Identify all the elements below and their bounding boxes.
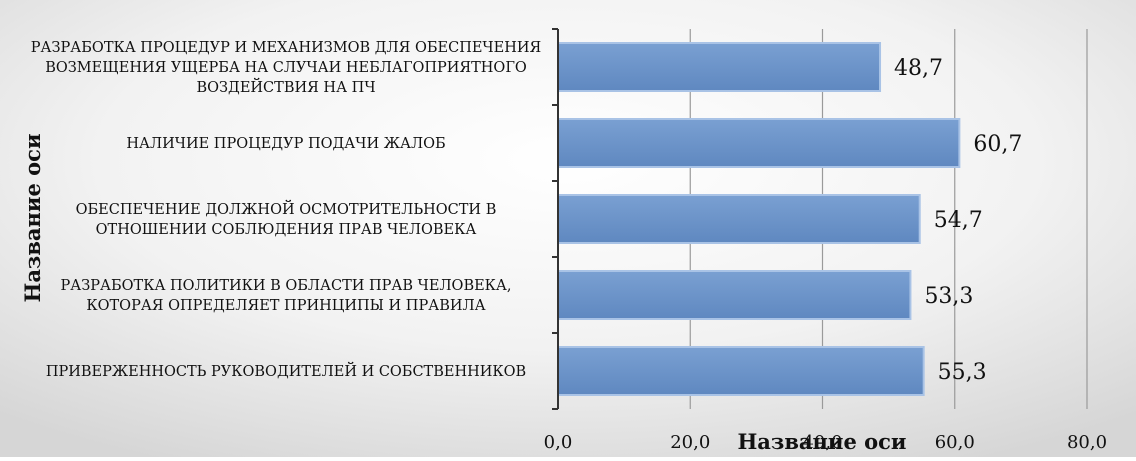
x-tick-label: 40,0 [802,432,842,453]
bar [557,194,921,244]
bar [557,346,925,396]
bar [557,42,882,92]
y-axis-title: Название оси [20,133,45,302]
x-tick-label: 60,0 [935,432,975,453]
category-label-line: ПРИВЕРЖЕННОСТЬ РУКОВОДИТЕЛЕЙ И СОБСТВЕНН… [46,361,526,380]
data-label: 55,3 [938,360,987,385]
category-label: ОБЕСПЕЧЕНИЕ ДОЛЖНОЙ ОСМОТРИТЕЛЬНОСТИ В ОТ… [76,199,497,238]
data-label: 48,7 [894,56,943,81]
category-label-line: ВОЗДЕЙСТВИЯ НА ПЧ [196,77,375,96]
category-label: НАЛИЧИЕ ПРОЦЕДУР ПОДАЧИ ЖАЛОБ [126,136,445,152]
x-tick-label: 20,0 [670,432,710,453]
category-label: ПРИВЕРЖЕННОСТЬ РУКОВОДИТЕЛЕЙ И СОБСТВЕНН… [46,361,526,380]
category-label-line: РАЗРАБОТКА ПРОЦЕДУР И МЕХАНИЗМОВ ДЛЯ ОБЕ… [31,40,541,56]
x-axis-title: Название оси [737,429,906,454]
data-label: 53,3 [924,284,973,309]
category-label: РАЗРАБОТКА ПОЛИТИКИ В ОБЛАСТИ ПРАВ ЧЕЛОВ… [61,278,512,314]
bars-layer [557,42,961,396]
category-label-line: ОБЕСПЕЧЕНИЕ ДОЛЖНОЙ ОСМОТРИТЕЛЬНОСТИ В [76,199,497,218]
data-label: 54,7 [934,208,983,233]
x-tick-label: 80,0 [1067,432,1107,453]
bar [557,270,912,320]
x-tick-label: 0,0 [544,432,573,453]
labels-layer: 0,0 20,0 40,0 60,0 80,0 48,7 РАЗРАБОТКА ПРОЦЕД… [31,40,1107,453]
category-label-line: РАЗРАБОТКА ПОЛИТИКИ В ОБЛАСТИ ПРАВ ЧЕЛОВ… [61,278,512,294]
data-label: 60,7 [973,132,1022,157]
category-label: РАЗРАБОТКА ПРОЦЕДУР И МЕХАНИЗМОВ ДЛЯ ОБЕ… [31,40,541,96]
bar [557,118,961,168]
axis-layer [552,28,559,410]
category-label-line: КОТОРАЯ ОПРЕДЕЛЯЕТ ПРИНЦИПЫ И ПРАВИЛА [86,298,485,314]
category-label-line: ВОЗМЕЩЕНИЯ УЩЕРБА НА СЛУЧАИ НЕБЛАГОПРИЯТ… [45,60,527,76]
category-label-line: ОТНОШЕНИИ СОБЛЮДЕНИЯ ПРАВ ЧЕЛОВЕКА [96,222,477,238]
category-label-line: НАЛИЧИЕ ПРОЦЕДУР ПОДАЧИ ЖАЛОБ [126,136,445,152]
